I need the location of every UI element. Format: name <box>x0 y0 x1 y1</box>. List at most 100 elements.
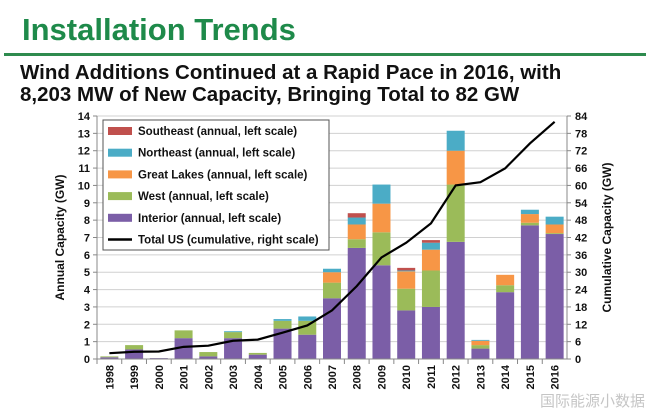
watermark: 国际能源小数据 <box>540 392 646 410</box>
y-tick-label: 6 <box>84 250 90 262</box>
bar-west-2004 <box>248 352 267 355</box>
legend-label: Total US (cumulative, right scale) <box>138 235 319 247</box>
bar-interior-2007 <box>323 298 341 359</box>
y-right-tick-label: 24 <box>575 285 588 297</box>
x-tick-label: 2007 <box>327 365 339 389</box>
chart-subtitle: Wind Additions Continued at a Rapid Pace… <box>20 62 561 106</box>
x-tick-label: 2000 <box>154 365 166 389</box>
bar-northeast-2010 <box>397 270 416 272</box>
x-tick-label: 2014 <box>500 364 512 389</box>
bar-interior-1999 <box>125 349 144 359</box>
bar-interior-2003 <box>224 338 243 359</box>
y-right-tick-label: 84 <box>575 111 588 123</box>
legend-label: Great Lakes (annual, left scale) <box>138 169 308 181</box>
bar-northeast-2008 <box>347 217 366 225</box>
bar-west-2013 <box>471 345 490 349</box>
y-right-tick-label: 12 <box>575 319 587 331</box>
page-title: Installation Trends <box>22 12 296 47</box>
bar-northeast-2006 <box>298 316 317 321</box>
bar-west-2011 <box>421 270 440 307</box>
x-tick-label: 1999 <box>129 365 141 389</box>
x-tick-label: 2006 <box>302 365 314 389</box>
y-right-tick-label: 48 <box>575 215 587 227</box>
bar-interior-2012 <box>446 241 465 359</box>
y-tick-label: 10 <box>78 180 90 192</box>
y-right-tick-label: 54 <box>575 198 588 210</box>
bar-interior-2005 <box>273 328 292 359</box>
bar-northeast-2005 <box>273 319 292 321</box>
x-tick-label: 2001 <box>179 365 191 389</box>
bar-northeast-2012 <box>446 130 465 151</box>
bar-northeast-2009 <box>372 184 391 204</box>
legend-label: Southeast (annual, left scale) <box>138 126 297 138</box>
y-tick-label: 12 <box>78 146 90 158</box>
y-tick-label: 13 <box>78 128 90 140</box>
bar-west-1999 <box>125 345 144 350</box>
y-right-tick-label: 66 <box>575 163 587 175</box>
bar-west-2012 <box>446 184 465 242</box>
x-tick-label: 2003 <box>228 365 240 389</box>
legend-label: West (annual, left scale) <box>138 191 269 203</box>
legend-swatch <box>108 170 132 179</box>
legend-swatch <box>108 148 132 157</box>
bar-interior-2015 <box>520 225 539 359</box>
y-right-tick-label: 18 <box>575 302 587 314</box>
legend-label: Northeast (annual, left scale) <box>138 148 295 160</box>
legend-box <box>102 119 330 251</box>
x-tick-label: 2008 <box>352 365 364 389</box>
bar-west-1998 <box>100 356 119 358</box>
y-tick-label: 3 <box>84 302 90 314</box>
bar-west-2014 <box>496 285 515 293</box>
y-right-tick-label: 6 <box>575 337 581 349</box>
x-tick-label: 2016 <box>550 365 562 389</box>
bar-great-2007 <box>323 272 341 283</box>
x-tick-label: 2005 <box>278 365 290 389</box>
legend-swatch <box>108 213 132 222</box>
bar-interior-2016 <box>545 234 564 359</box>
y-tick-label: 2 <box>84 319 90 331</box>
bar-west-2010 <box>397 288 416 311</box>
y-right-tick-label: 42 <box>575 233 587 245</box>
bar-interior-2001 <box>174 338 193 359</box>
legend-label: Interior (annual, left scale) <box>138 213 281 225</box>
bar-interior-2011 <box>421 306 440 359</box>
bar-interior-2008 <box>347 247 366 359</box>
y-right-axis-label: Cumulative Capacity (GW) <box>600 162 614 312</box>
x-tick-label: 2015 <box>525 365 537 389</box>
bar-interior-2010 <box>397 310 416 359</box>
bar-west-2002 <box>199 352 218 357</box>
bar-northeast-2015 <box>520 209 539 215</box>
y-axis-label: Annual Capacity (GW) <box>53 174 67 300</box>
y-tick-label: 9 <box>84 198 90 210</box>
y-tick-label: 14 <box>78 111 91 123</box>
bar-interior-2004 <box>248 354 267 359</box>
bar-interior-2009 <box>372 265 391 359</box>
bar-west-2006 <box>298 320 317 335</box>
y-tick-label: 11 <box>78 163 90 175</box>
bar-west-2009 <box>372 232 391 266</box>
y-right-tick-label: 36 <box>575 250 587 262</box>
y-tick-label: 5 <box>84 267 90 279</box>
bar-interior-2006 <box>298 334 317 359</box>
title-divider <box>4 53 646 56</box>
bar-west-2001 <box>174 330 193 339</box>
x-tick-label: 2011 <box>426 365 438 389</box>
bar-great-2010 <box>397 271 416 289</box>
bar-interior-1998 <box>100 357 119 359</box>
y-tick-label: 7 <box>84 233 90 245</box>
subtitle-line-2: 8,203 MW of New Capacity, Bringing Total… <box>20 83 520 106</box>
x-tick-label: 2013 <box>475 365 487 389</box>
bar-west-2015 <box>520 222 539 226</box>
bar-northeast-2007 <box>323 268 341 273</box>
x-tick-label: 2004 <box>253 364 265 389</box>
bar-great-2011 <box>421 249 440 271</box>
y-right-tick-label: 78 <box>575 128 587 140</box>
bar-west-2008 <box>347 239 366 248</box>
bar-northeast-2016 <box>545 216 564 225</box>
bar-great-2015 <box>520 214 539 223</box>
bar-great-2009 <box>372 203 391 233</box>
x-tick-label: 2012 <box>451 365 463 389</box>
y-tick-label: 8 <box>84 215 90 227</box>
y-right-tick-label: 72 <box>575 146 587 158</box>
y-tick-label: 1 <box>84 337 90 349</box>
